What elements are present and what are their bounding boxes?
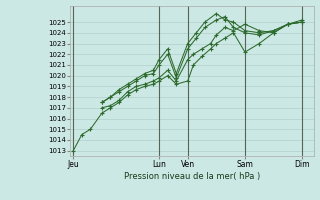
X-axis label: Pression niveau de la mer( hPa ): Pression niveau de la mer( hPa ) (124, 172, 260, 181)
